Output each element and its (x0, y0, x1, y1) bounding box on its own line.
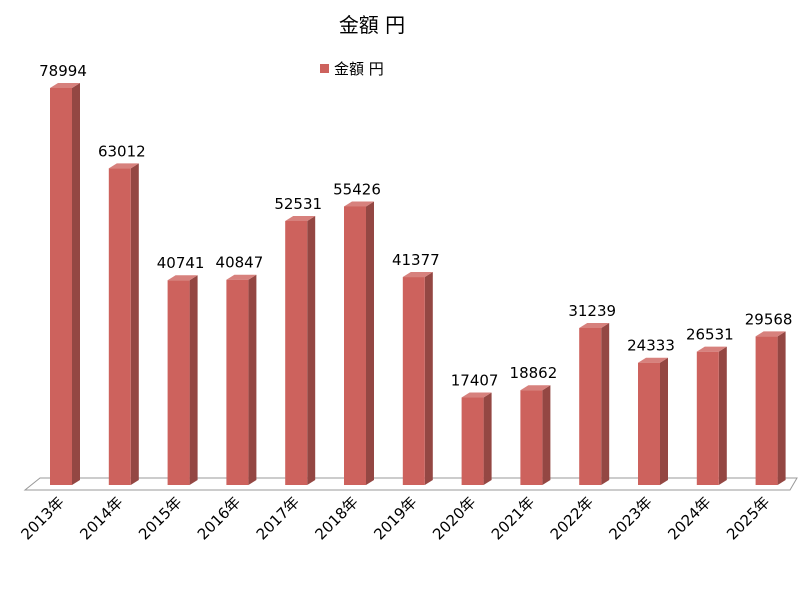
bar-side (189, 275, 198, 485)
bar-top (226, 274, 257, 280)
chart-title: 金額 円 (339, 13, 405, 37)
x-tick-label: 2014年 (76, 493, 126, 543)
x-tick-label: 2019年 (370, 493, 420, 543)
bar-top (167, 275, 198, 281)
data-label: 40741 (157, 254, 205, 272)
x-tick-label: 2013年 (17, 493, 67, 543)
data-label: 41377 (392, 251, 440, 269)
x-tick-label: 2024年 (664, 493, 714, 543)
data-label: 40847 (216, 254, 264, 272)
bar (579, 328, 602, 485)
bar-top (696, 346, 727, 352)
bar (461, 397, 484, 485)
bar-side (424, 272, 433, 485)
bar-top (755, 331, 786, 337)
bar-top (402, 272, 433, 278)
bar-side (601, 323, 610, 485)
data-label: 78994 (39, 62, 87, 80)
data-label: 26531 (686, 326, 734, 344)
bar-side (130, 163, 139, 485)
x-tick-label: 2020年 (429, 493, 479, 543)
x-tick-label: 2023年 (605, 493, 655, 543)
bar-side (366, 201, 374, 485)
bar-side (248, 274, 257, 485)
bar-side (483, 392, 492, 485)
x-tick-label: 2017年 (253, 493, 303, 543)
x-tick-label: 2018年 (311, 493, 361, 543)
data-label: 63012 (98, 142, 146, 160)
data-label: 52531 (274, 195, 322, 213)
bar-side (542, 385, 551, 485)
bar-top (520, 385, 551, 391)
data-label: 31239 (568, 302, 616, 320)
bar-top (638, 357, 668, 363)
bar (285, 220, 308, 485)
data-label: 55426 (333, 180, 381, 198)
bar-top (579, 323, 610, 329)
data-label: 17407 (451, 372, 499, 390)
bar (638, 362, 660, 485)
bar (520, 390, 543, 485)
bar (167, 280, 190, 485)
legend-swatch (320, 64, 329, 73)
bar (50, 88, 72, 485)
x-tick-label: 2025年 (723, 493, 773, 543)
bar (755, 336, 778, 485)
bar (226, 279, 249, 485)
x-tick-label: 2015年 (135, 493, 185, 543)
x-tick-label: 2021年 (488, 493, 538, 543)
bar-top (50, 83, 80, 88)
bar (402, 277, 425, 485)
bar-side (72, 83, 80, 485)
bar-side (660, 357, 668, 485)
data-label: 24333 (627, 337, 675, 355)
data-label: 18862 (510, 364, 558, 382)
bar-top (461, 392, 492, 398)
x-tick-label: 2016年 (194, 493, 244, 543)
bar-top (285, 215, 316, 221)
bar (344, 206, 366, 485)
bar-side (307, 215, 316, 485)
bar-side (777, 331, 786, 485)
bar (696, 351, 719, 485)
bar (108, 168, 131, 485)
data-label: 29568 (745, 310, 793, 328)
legend-label: 金額 円 (334, 60, 384, 78)
bar-top (108, 163, 139, 169)
bar-top (344, 201, 374, 207)
x-tick-label: 2022年 (547, 493, 597, 543)
bar-side (718, 346, 727, 485)
